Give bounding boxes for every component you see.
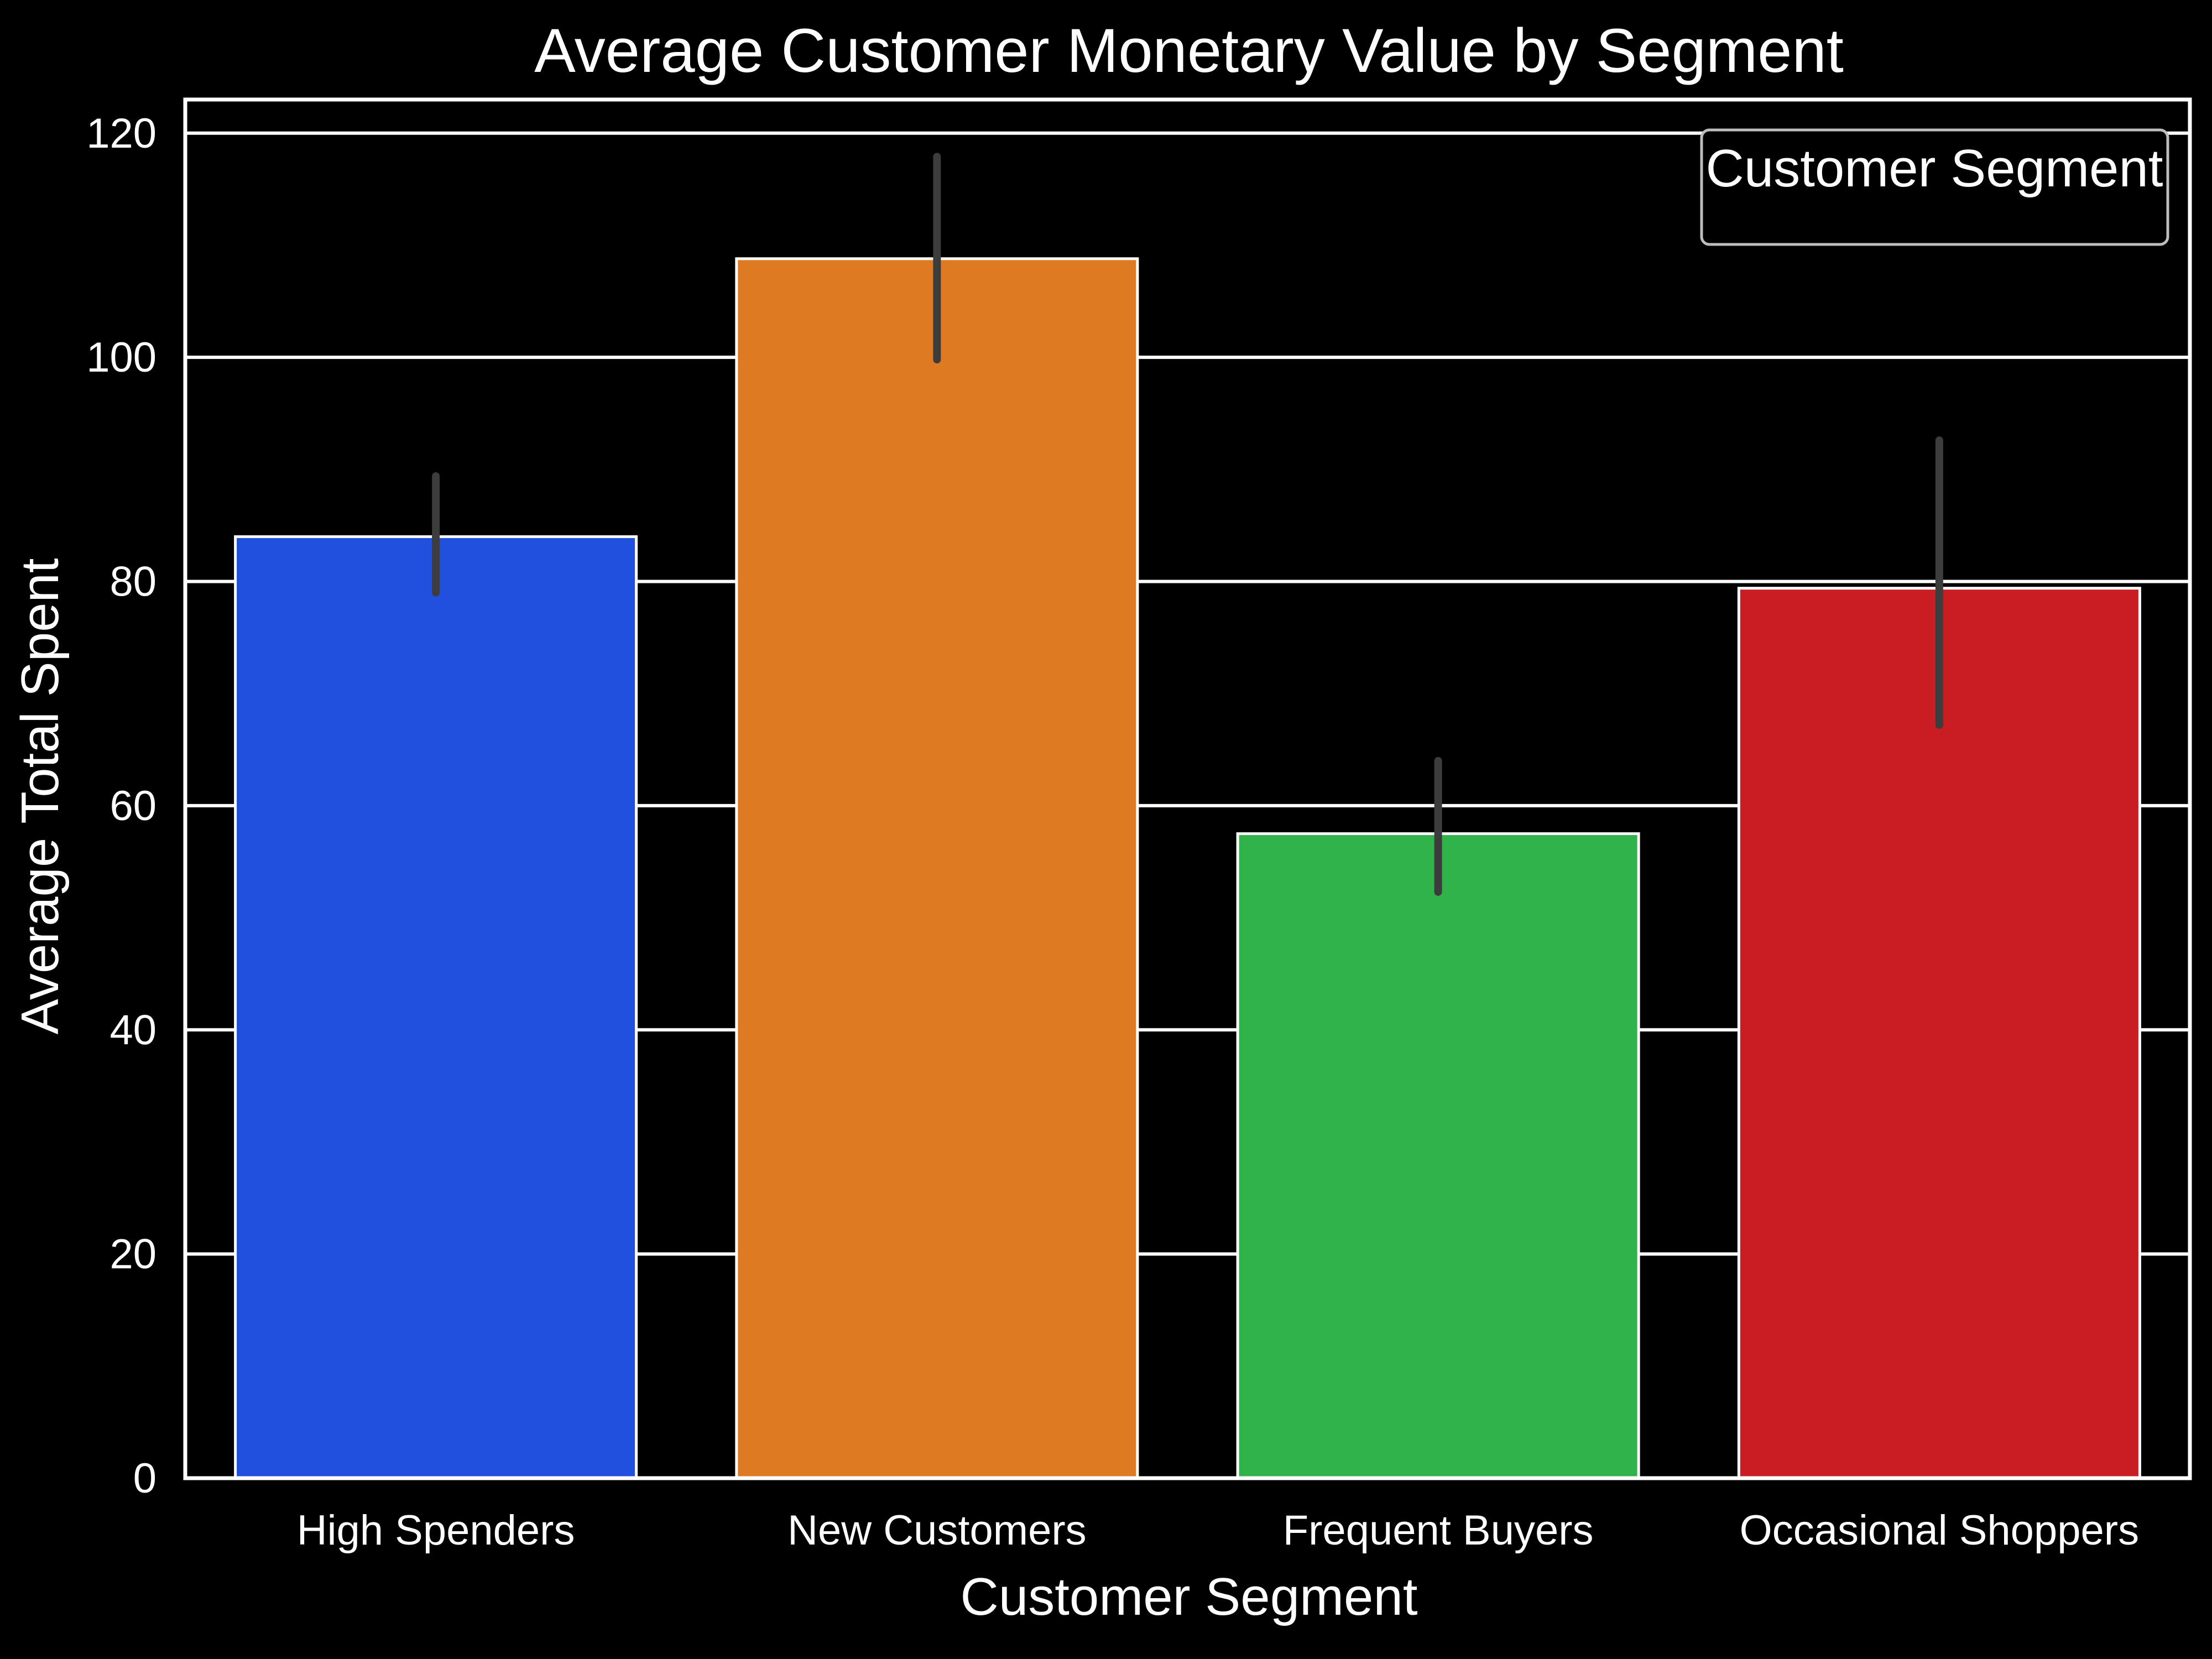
x-tick-label: Occasional Shoppers — [1740, 1507, 2139, 1554]
x-ticks: High Spenders New Customers Frequent Buyer… — [297, 1507, 2139, 1554]
bar-new-customers — [735, 257, 1139, 1480]
error-bars — [432, 153, 1943, 896]
bar-frequent-buyers — [1236, 832, 1640, 1480]
y-tick-label: 120 — [86, 110, 156, 157]
chart-title: Average Customer Monetary Value by Segme… — [534, 16, 1844, 85]
y-tick-label: 20 — [109, 1231, 156, 1278]
y-tick-label: 80 — [109, 559, 156, 606]
y-tick-label: 100 — [86, 334, 156, 381]
y-tick-label: 0 — [133, 1455, 156, 1502]
legend-box — [1700, 128, 2169, 246]
axes-frame — [183, 97, 2192, 1480]
x-axis-label: Customer Segment — [960, 1567, 1417, 1626]
y-ticks: 0 20 40 60 80 100 120 — [86, 110, 156, 1502]
legend-title: Customer Segment — [1705, 139, 2163, 198]
x-tick-label: Frequent Buyers — [1283, 1507, 1594, 1554]
x-tick-label: New Customers — [787, 1507, 1087, 1554]
y-axis-label: Average Total Spent — [11, 558, 70, 1034]
y-tick-label: 60 — [109, 782, 156, 830]
bars — [234, 257, 2141, 1480]
y-tick-label: 40 — [109, 1006, 156, 1053]
legend: Customer Segment — [1700, 128, 2169, 246]
bar-high-spenders — [234, 535, 638, 1480]
bar-occasional-shoppers — [1737, 587, 2141, 1480]
x-tick-label: High Spenders — [297, 1507, 575, 1554]
